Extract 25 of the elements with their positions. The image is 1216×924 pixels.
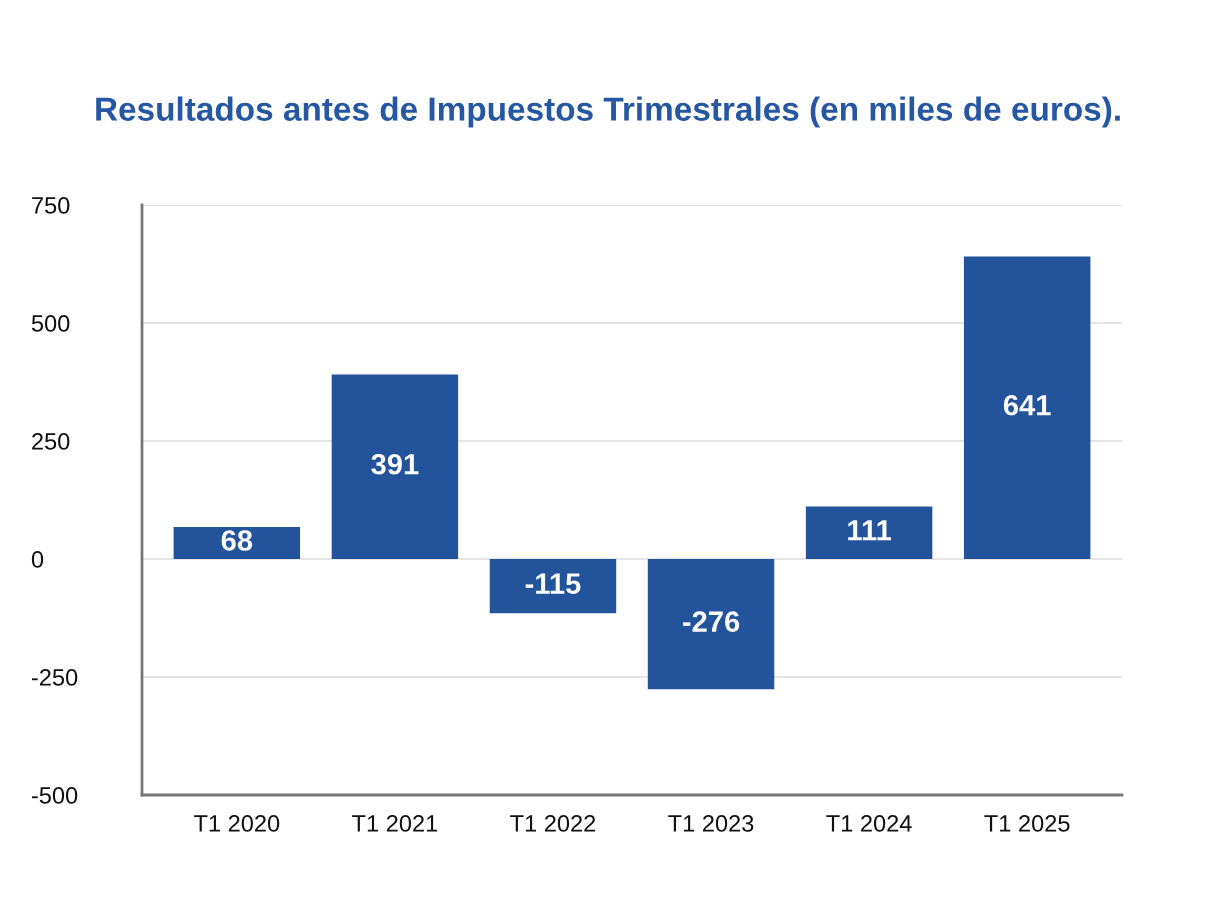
data-label: 641 (1003, 394, 1051, 416)
x-tick-label: T1 2025 (984, 815, 1070, 832)
x-tick-label: T1 2022 (510, 815, 596, 832)
x-tick-label: T1 2023 (668, 815, 754, 832)
data-label: 391 (371, 453, 419, 475)
data-label: 68 (221, 530, 253, 551)
y-tick-label: 250 (32, 433, 70, 450)
bar (805, 506, 933, 559)
x-tick-label: T1 2021 (352, 815, 438, 832)
bar (173, 526, 301, 559)
data-label: -115 (525, 573, 581, 594)
y-tick-label: -500 (31, 787, 78, 804)
chart-title: Resultados antes de Impuestos Trimestrales (en miles de euros). (96, 96, 1120, 128)
y-tick-label: 0 (31, 551, 44, 568)
data-label: -276 (682, 611, 740, 632)
bar (331, 374, 459, 559)
y-tick-label: 500 (31, 315, 70, 332)
y-tick-label: -250 (31, 669, 78, 686)
bar (963, 256, 1091, 559)
x-tick-label: T1 2020 (194, 815, 280, 832)
y-tick-label: 750 (32, 197, 70, 214)
x-tick-label: T1 2024 (826, 815, 912, 832)
bar (489, 559, 617, 614)
data-label: 111 (848, 520, 892, 541)
bar (647, 559, 775, 690)
